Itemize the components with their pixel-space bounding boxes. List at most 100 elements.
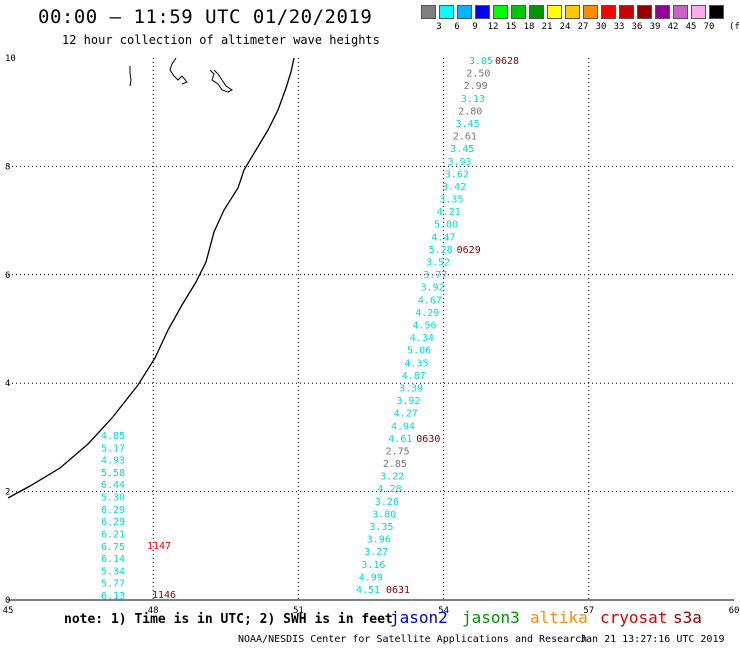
latitude-tick-label: 6 xyxy=(5,271,10,281)
legend-swatch xyxy=(637,5,652,19)
wave-height-value-west: 6.13 xyxy=(101,591,125,602)
coastline xyxy=(7,57,295,499)
wave-height-value-east: 4.28 xyxy=(378,484,402,495)
wave-height-value-east: 2.80 xyxy=(458,106,482,117)
legend-swatch xyxy=(457,5,472,19)
legend-label: 3 xyxy=(436,22,442,32)
wave-height-value-east: 2.85 xyxy=(383,459,407,470)
wave-height-value-east: 3.27 xyxy=(364,547,388,558)
satellite-jason3: jason3 xyxy=(462,608,520,627)
legend-swatch xyxy=(601,5,616,19)
wave-height-value-west: 5.34 xyxy=(101,566,125,577)
legend-label: 12 xyxy=(487,22,499,32)
legend-label: 18 xyxy=(523,22,535,32)
wave-height-value-east: 3.92 xyxy=(421,283,445,294)
wave-height-value-east: 3.92 xyxy=(396,396,420,407)
longitude-tick-label: 57 xyxy=(583,606,594,616)
legend-label: 24 xyxy=(559,22,571,32)
island xyxy=(169,57,188,85)
track-time-label-east: 0631 xyxy=(386,585,410,596)
legend-swatch xyxy=(691,5,706,19)
legend-label: 27 xyxy=(577,22,589,32)
footer-organization: NOAA/NESDIS Center for Satellite Applica… xyxy=(238,634,588,645)
legend-swatch xyxy=(529,5,544,19)
track-time-label-west: 1146 xyxy=(152,590,176,601)
legend-label: 70 xyxy=(703,22,715,32)
legend-label: 45 xyxy=(685,22,697,32)
wave-height-value-east: 3.42 xyxy=(442,182,466,193)
wave-height-value-east: 5.06 xyxy=(407,346,431,357)
wave-height-value-west: 6.44 xyxy=(101,480,125,491)
wave-height-value-east: 4.47 xyxy=(431,232,455,243)
wave-height-value-west: 6.21 xyxy=(101,529,125,540)
legend-swatch xyxy=(493,5,508,19)
satellite-cryosat: cryosat xyxy=(600,608,668,627)
wave-height-value-west: 6.29 xyxy=(101,505,125,516)
island xyxy=(209,69,233,93)
legend-unit: (ft) xyxy=(729,22,740,32)
track-time-label-east: 0628 xyxy=(495,56,519,67)
wave-height-value-west: 4.85 xyxy=(101,431,125,442)
legend-swatch xyxy=(475,5,490,19)
island xyxy=(129,66,132,87)
wave-height-value-east: 3.52 xyxy=(426,258,450,269)
wave-height-value-east: 3.85 xyxy=(469,56,493,67)
wave-height-value-east: 2.50 xyxy=(466,69,490,80)
legend-swatch xyxy=(565,5,580,19)
track-time-label-east: 0629 xyxy=(457,245,481,256)
legend-label: 33 xyxy=(613,22,625,32)
satellite-altika: altika xyxy=(530,608,588,627)
legend-swatch xyxy=(583,5,598,19)
wave-height-value-east: 4.34 xyxy=(410,333,434,344)
wave-height-value-east: 3.22 xyxy=(380,472,404,483)
longitude-tick-label: 60 xyxy=(729,606,740,616)
satellite-jason2: jason2 xyxy=(390,608,448,627)
chart-subtitle: 12 hour collection of altimeter wave hei… xyxy=(62,33,380,47)
track-time-label-east: 0630 xyxy=(416,434,440,445)
wave-height-value-east: 5.00 xyxy=(434,220,458,231)
wave-height-value-east: 4.94 xyxy=(391,421,415,432)
legend-swatch xyxy=(673,5,688,19)
wave-height-value-east: 2.99 xyxy=(464,81,488,92)
wave-height-value-west: 6.29 xyxy=(101,517,125,528)
longitude-tick-label: 48 xyxy=(148,606,159,616)
wave-height-value-east: 5.28 xyxy=(429,245,453,256)
wave-height-value-east: 3.62 xyxy=(445,169,469,180)
legend-label: 30 xyxy=(595,22,607,32)
wave-height-value-east: 4.27 xyxy=(394,409,418,420)
latitude-tick-label: 2 xyxy=(5,488,10,498)
wave-height-value-east: 3.77 xyxy=(423,270,447,281)
chart-title: 00:00 – 11:59 UTC 01/20/2019 xyxy=(38,6,373,28)
legend-swatch xyxy=(511,5,526,19)
wave-height-value-west: 5.17 xyxy=(101,443,125,454)
longitude-tick-label: 54 xyxy=(438,606,449,616)
legend-label: 36 xyxy=(631,22,643,32)
latitude-tick-label: 8 xyxy=(5,162,10,172)
latitude-tick-label: 4 xyxy=(5,379,10,389)
legend-label: 6 xyxy=(454,22,460,32)
wave-height-value-east: 3.13 xyxy=(461,94,485,105)
wave-height-value-east: 2.61 xyxy=(453,132,477,143)
wave-height-value-east: 4.61 xyxy=(388,434,412,445)
legend-label: 15 xyxy=(505,22,517,32)
wave-height-value-east: 3.35 xyxy=(439,195,463,206)
wave-height-value-east: 3.16 xyxy=(361,560,385,571)
legend-swatch xyxy=(421,5,436,19)
wave-height-value-west: 4.93 xyxy=(101,456,125,467)
wave-height-value-east: 4.67 xyxy=(418,295,442,306)
track-time-label-west: 1147 xyxy=(147,541,171,552)
wave-height-value-east: 3.96 xyxy=(367,535,391,546)
wave-height-value-east: 3.45 xyxy=(450,144,474,155)
legend-swatch xyxy=(439,5,454,19)
wave-height-value-east: 3.35 xyxy=(369,522,393,533)
legend-label: 42 xyxy=(667,22,679,32)
footer-timestamp: Jan 21 13:27:16 UTC 2019 xyxy=(580,634,725,645)
wave-height-value-west: 5.30 xyxy=(101,493,125,504)
wave-height-value-west: 6.75 xyxy=(101,542,125,553)
latitude-tick-label: 10 xyxy=(5,54,16,64)
longitude-tick-label: 45 xyxy=(3,606,14,616)
wave-height-value-east: 4.87 xyxy=(402,371,426,382)
wave-height-value-east: 4.51 xyxy=(356,585,380,596)
wave-height-value-east: 3.93 xyxy=(447,157,471,168)
